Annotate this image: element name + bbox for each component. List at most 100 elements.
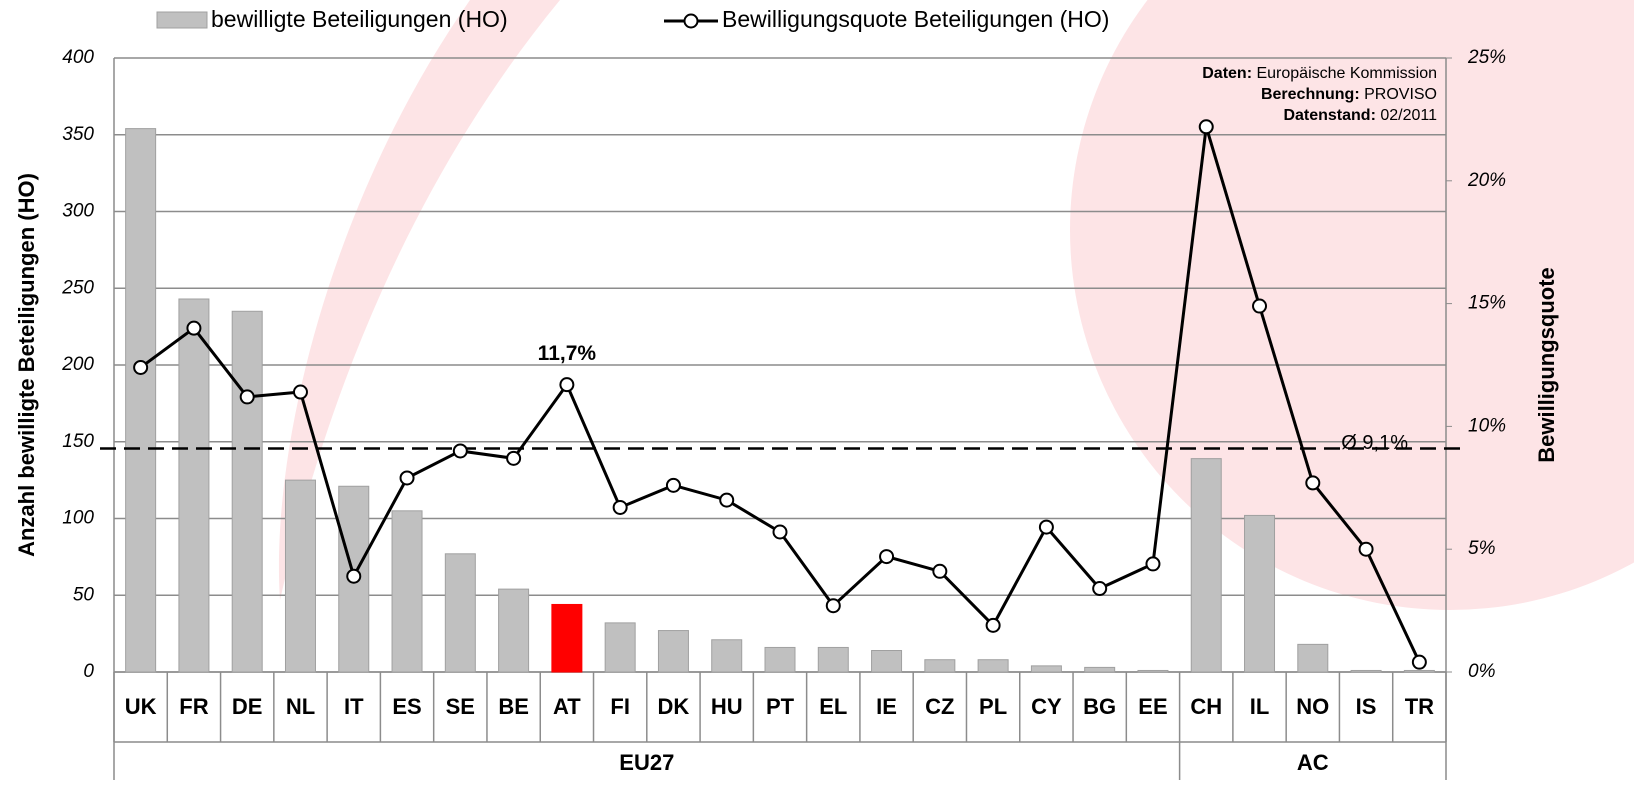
bar: [1244, 514, 1276, 673]
bar: [977, 659, 1009, 673]
y-tick-label: 100: [62, 508, 94, 529]
line-marker: [665, 477, 681, 493]
legend-label: Bewilligungsquote Beteiligungen (HO): [722, 6, 1109, 32]
y2-axis-title: Bewilligungsquote: [1534, 267, 1559, 463]
note-label: Datenstand:: [1283, 107, 1375, 124]
y2-tick-label: 10%: [1468, 415, 1506, 436]
y2-tick-label: 0%: [1468, 661, 1496, 682]
line-marker: [772, 524, 788, 540]
bar: [764, 646, 796, 673]
bar: [817, 646, 849, 673]
x-tick-label: FR: [179, 694, 208, 719]
x-tick-label: IE: [876, 694, 897, 719]
line-marker: [879, 549, 895, 565]
bar: [1403, 669, 1435, 673]
x-tick-label: UK: [125, 694, 157, 719]
line-marker: [1145, 556, 1161, 572]
line-marker: [399, 470, 415, 486]
line-marker: [1092, 580, 1108, 596]
y-tick-label: 300: [62, 201, 94, 222]
note-text: Europäische Kommission: [1256, 65, 1437, 82]
line-marker: [1305, 475, 1321, 491]
x-tick-label: BE: [498, 694, 529, 719]
bar: [1084, 666, 1116, 673]
line-marker: [506, 450, 522, 466]
x-tick-label: AT: [553, 694, 581, 719]
bar: [444, 553, 476, 673]
average-label: Ø 9,1%: [1341, 432, 1408, 454]
bar: [871, 650, 903, 673]
y-tick-label: 400: [62, 47, 94, 68]
x-tick-label: ES: [392, 694, 421, 719]
legend-marker: [683, 13, 699, 29]
source-note: Berechnung: PROVISO: [1261, 86, 1437, 103]
y-tick-label: 350: [62, 124, 94, 145]
y-axis-title: Anzahl bewilligte Beteiligungen (HO): [14, 173, 39, 557]
line-marker: [292, 384, 308, 400]
x-tick-label: DE: [232, 694, 263, 719]
note-label: Berechnung:: [1261, 86, 1360, 103]
line-marker: [612, 499, 628, 515]
note-label: Daten:: [1202, 65, 1252, 82]
line-marker: [559, 377, 575, 393]
y-tick-label: 0: [83, 661, 94, 682]
bar: [657, 630, 689, 673]
line-marker: [985, 617, 1001, 633]
line-marker: [1358, 541, 1374, 557]
line-marker: [1411, 654, 1427, 670]
x-tick-label: DK: [658, 694, 690, 719]
x-tick-label: NO: [1296, 694, 1329, 719]
data-label: 11,7%: [538, 342, 597, 365]
line-marker: [133, 359, 149, 375]
bar: [231, 310, 263, 673]
x-tick-label: CH: [1190, 694, 1222, 719]
note-text: PROVISO: [1364, 86, 1437, 103]
bar: [1350, 669, 1382, 673]
bar: [125, 128, 157, 673]
bar: [498, 588, 530, 673]
x-tick-label: IT: [344, 694, 364, 719]
y2-tick-label: 20%: [1467, 170, 1506, 191]
x-tick-label: EE: [1138, 694, 1167, 719]
bar: [1190, 458, 1222, 673]
x-tick-label: EL: [819, 694, 847, 719]
line-marker: [1198, 119, 1214, 135]
x-tick-label: NL: [286, 694, 315, 719]
x-tick-label: BG: [1083, 694, 1116, 719]
line-marker: [932, 563, 948, 579]
bar: [1297, 643, 1329, 673]
bar: [604, 622, 636, 673]
group-label: EU27: [619, 750, 674, 775]
x-tick-label: IS: [1356, 694, 1377, 719]
x-tick-label: TR: [1405, 694, 1434, 719]
line-marker: [825, 598, 841, 614]
legend-swatch: [156, 11, 208, 29]
background-decoration: [278, 0, 1634, 610]
bar: [924, 659, 956, 673]
y-tick-label: 200: [61, 354, 94, 375]
line-marker: [239, 389, 255, 405]
bar: [284, 479, 316, 673]
x-tick-label: HU: [711, 694, 743, 719]
y2-tick-label: 15%: [1468, 293, 1506, 314]
line-marker: [346, 568, 362, 584]
bar: [1030, 665, 1062, 673]
x-tick-label: PL: [979, 694, 1007, 719]
y-tick-label: 150: [62, 431, 94, 452]
y2-tick-label: 25%: [1467, 47, 1506, 68]
line-marker: [186, 320, 202, 336]
bar: [711, 639, 743, 673]
bar: [551, 603, 583, 673]
x-tick-label: CZ: [925, 694, 954, 719]
x-tick-label: CY: [1031, 694, 1062, 719]
x-tick-label: SE: [446, 694, 475, 719]
legend-label: bewilligte Beteiligungen (HO): [211, 6, 508, 32]
y-tick-label: 250: [61, 277, 94, 298]
x-tick-label: FI: [610, 694, 630, 719]
x-tick-label: PT: [766, 694, 795, 719]
line-marker: [452, 443, 468, 459]
line-marker: [719, 492, 735, 508]
note-text: 02/2011: [1380, 107, 1437, 124]
y2-tick-label: 5%: [1468, 538, 1496, 559]
